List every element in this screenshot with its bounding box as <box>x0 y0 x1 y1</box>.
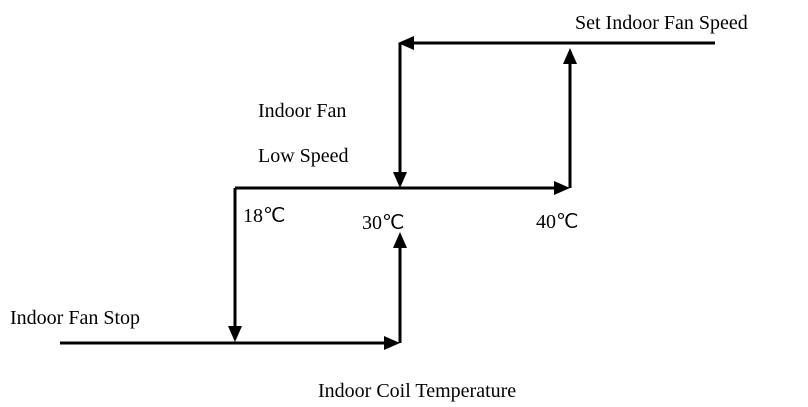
arrow-head <box>228 326 242 342</box>
axis-label: Indoor Coil Temperature <box>318 380 516 402</box>
label: Set Indoor Fan Speed <box>575 12 748 34</box>
label: Low Speed <box>258 145 349 167</box>
label: Indoor Fan <box>258 100 346 122</box>
arrow-head <box>393 232 407 248</box>
label: Indoor Fan Stop <box>10 307 140 329</box>
temperature: 30℃ <box>362 212 404 234</box>
temperature: 40℃ <box>536 211 578 233</box>
arrow-head <box>393 172 407 188</box>
arrow-head <box>384 336 400 350</box>
arrow-head <box>398 36 414 50</box>
arrow-head <box>554 181 570 195</box>
arrow-head <box>563 48 577 64</box>
temperature: 18℃ <box>243 205 285 227</box>
